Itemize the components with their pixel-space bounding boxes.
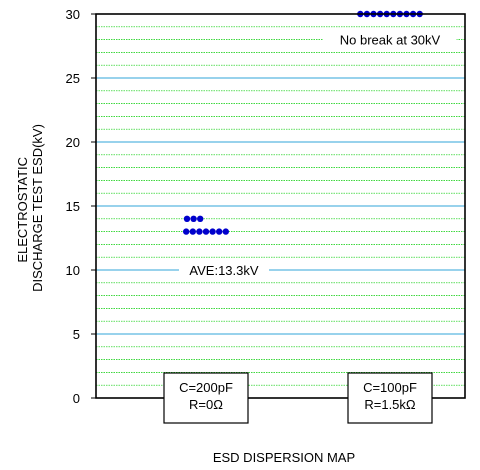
y-axis-label: ELECTROSTATIC DISCHARGE TEST ESD(kV) [15, 124, 45, 292]
data-point [216, 228, 223, 235]
y-tick-labels: 0 5 10 15 20 25 30 [66, 7, 96, 406]
y-tick-label: 5 [73, 327, 80, 342]
data-point [222, 228, 229, 235]
category-box [163, 372, 249, 424]
y-tick-label: 25 [66, 71, 80, 86]
annotations: AVE:13.3kV No break at 30kV [179, 29, 457, 280]
category-box [347, 372, 433, 424]
data-point [202, 228, 210, 235]
annotation-box [179, 260, 269, 280]
y-tick-label: 10 [66, 263, 80, 278]
category-label: R=1.5kΩ [364, 397, 416, 412]
data-point [190, 215, 197, 222]
category-label: C=100pF [363, 380, 417, 395]
data-point [189, 228, 196, 235]
x-axis-label: ESD DISPERSION MAP [213, 450, 355, 465]
annotation-text: No break at 30kV [340, 33, 441, 48]
y-tick-label: 20 [66, 135, 80, 150]
y-axis-label-line-2: DISCHARGE TEST ESD(kV) [30, 124, 45, 292]
annotation-box [323, 29, 457, 50]
y-axis-label-line-1: ELECTROSTATIC [15, 157, 30, 263]
data-point [197, 215, 204, 222]
grid-lines [96, 26, 465, 386]
data-point [183, 215, 191, 222]
annotation-text: AVE:13.3kV [189, 263, 258, 278]
y-tick-label: 30 [66, 7, 80, 22]
y-tick-label: 0 [73, 391, 80, 406]
category-labels: C=200pF R=0Ω C=100pF R=1.5kΩ [163, 372, 433, 424]
y-tick-label: 15 [66, 199, 80, 214]
data-point [196, 228, 203, 235]
data-point [209, 228, 216, 235]
category-label: R=0Ω [189, 397, 223, 412]
data-point [183, 228, 190, 235]
category-label: C=200pF [179, 380, 233, 395]
